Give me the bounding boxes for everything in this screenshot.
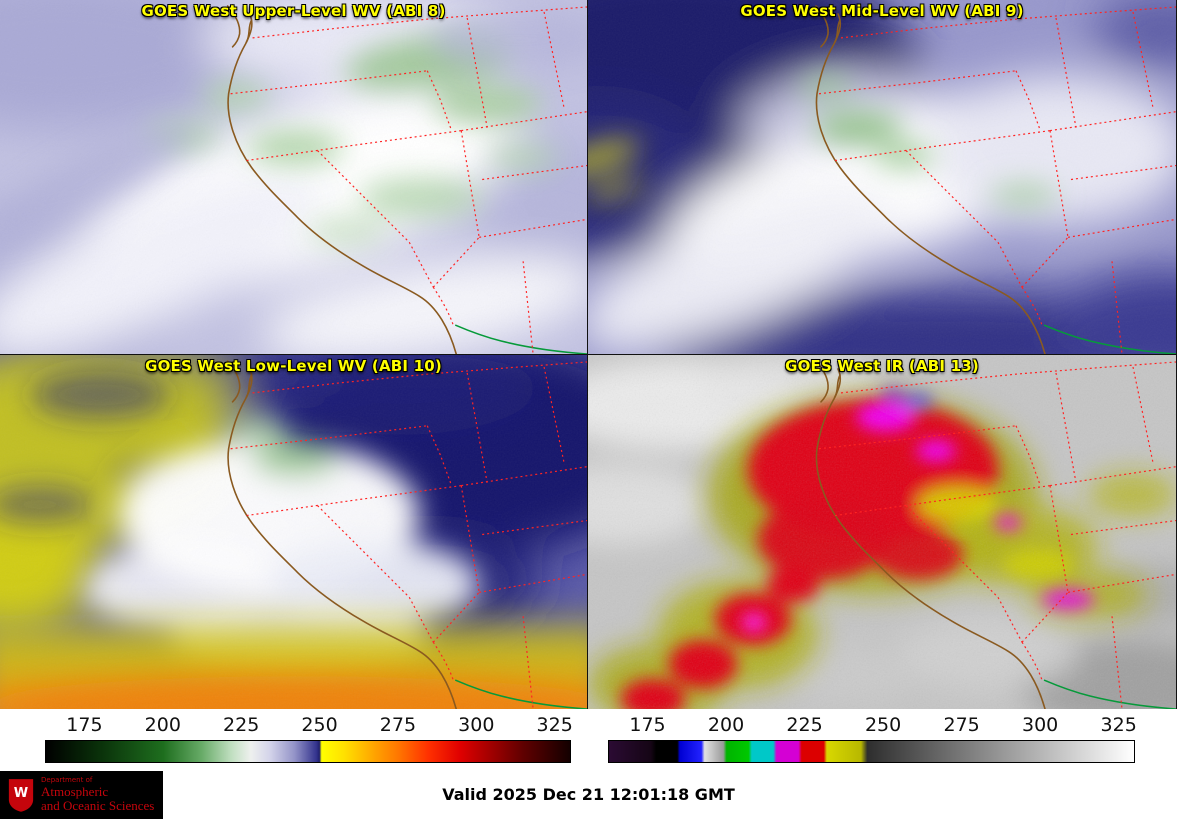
upper-level-wv-image [0, 0, 587, 354]
ir-image [588, 355, 1176, 709]
tick-label: 300 [458, 714, 495, 736]
tick-label: 200 [144, 714, 181, 736]
panel-title-upper-wv: GOES West Upper-Level WV (ABI 8) [141, 2, 446, 20]
uw-crest-icon: W [8, 779, 34, 812]
tick-label: 275 [379, 714, 417, 736]
tick-label: 250 [864, 714, 902, 736]
ir-colorbar-block: 175 200 225 250 275 300 325 [608, 709, 1137, 767]
wv-colorbar-block: 175 200 225 250 275 300 325 [45, 709, 573, 767]
panel-low-level-wv-abi10: GOES West Low-Level WV (ABI 10) [0, 355, 587, 709]
logo-line-1: Atmospheric [41, 784, 109, 800]
panel-title-mid-wv: GOES West Mid-Level WV (ABI 9) [740, 2, 1024, 20]
colorbar-row: 175 200 225 250 275 300 325 175 200 225 … [0, 709, 1177, 771]
panel-ir-abi13: GOES West IR (ABI 13) [588, 355, 1176, 709]
panel-mid-level-wv-abi9: GOES West Mid-Level WV (ABI 9) [588, 0, 1176, 354]
ir-colorbar [608, 740, 1135, 763]
tick-label: 325 [1100, 714, 1137, 736]
wv-colorbar [45, 740, 571, 763]
tick-label: 325 [536, 714, 573, 736]
uw-aos-logo: W Department of Atmospheric and Oceanic … [0, 771, 163, 819]
satellite-panel-grid: GOES West Upper-Level WV (ABI 8) [0, 0, 1177, 709]
tick-label: 300 [1021, 714, 1059, 736]
tick-label: 225 [223, 714, 260, 736]
uw-aos-logo-text: Department of Atmospheric and Oceanic Sc… [41, 775, 155, 814]
tick-label: 225 [786, 714, 823, 736]
tick-label: 175 [66, 714, 103, 736]
tick-label: 250 [301, 714, 338, 736]
uw-crest-letter: W [14, 786, 28, 801]
panel-upper-level-wv-abi8: GOES West Upper-Level WV (ABI 8) [0, 0, 587, 354]
logo-dept-line: Department of [41, 775, 93, 784]
valid-time-label: Valid 2025 Dec 21 12:01:18 GMT [442, 785, 735, 804]
panel-title-low-wv: GOES West Low-Level WV (ABI 10) [145, 357, 442, 375]
tick-label: 275 [943, 714, 980, 736]
tick-label: 175 [629, 714, 666, 736]
tick-label: 200 [707, 714, 745, 736]
ir-colorbar-ticks: 175 200 225 250 275 300 325 [608, 709, 1137, 740]
panel-title-ir: GOES West IR (ABI 13) [785, 357, 979, 375]
wv-colorbar-ticks: 175 200 225 250 275 300 325 [45, 709, 573, 740]
footer: W Department of Atmospheric and Oceanic … [0, 771, 1177, 819]
logo-line-2: and Oceanic Sciences [41, 798, 155, 814]
low-level-wv-image [0, 355, 587, 709]
mid-level-wv-image [588, 0, 1176, 354]
